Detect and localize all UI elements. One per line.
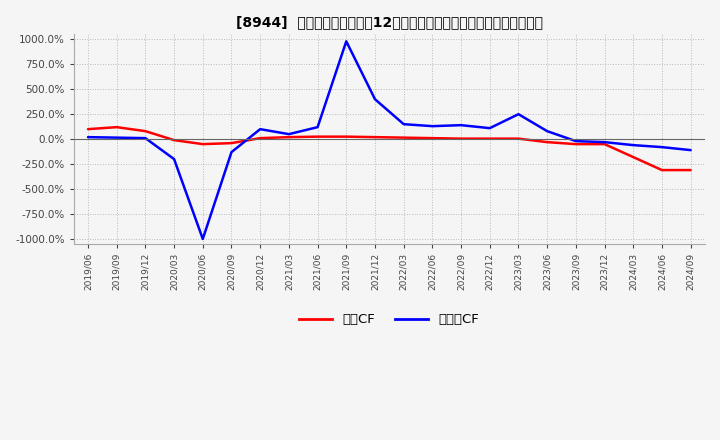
フリーCF: [256, 127, 264, 132]
フリーCF: [456, 122, 465, 128]
フリーCF: [400, 121, 408, 127]
営業CF: [228, 140, 236, 146]
フリーCF: [543, 128, 552, 134]
Legend: 営業CF, フリーCF: 営業CF, フリーCF: [294, 308, 485, 332]
フリーCF: [428, 124, 437, 129]
営業CF: [342, 134, 351, 139]
営業CF: [485, 136, 494, 141]
Line: フリーCF: フリーCF: [88, 41, 690, 239]
フリーCF: [572, 139, 580, 144]
営業CF: [371, 135, 379, 140]
フリーCF: [170, 157, 179, 162]
営業CF: [428, 136, 437, 141]
営業CF: [600, 142, 609, 147]
フリーCF: [112, 135, 121, 140]
営業CF: [199, 142, 207, 147]
フリーCF: [84, 135, 92, 140]
フリーCF: [657, 144, 666, 150]
営業CF: [543, 139, 552, 145]
営業CF: [284, 135, 293, 140]
営業CF: [572, 142, 580, 147]
営業CF: [313, 134, 322, 139]
営業CF: [629, 154, 638, 160]
営業CF: [456, 136, 465, 141]
フリーCF: [686, 147, 695, 153]
営業CF: [141, 128, 150, 134]
フリーCF: [485, 125, 494, 131]
フリーCF: [342, 39, 351, 44]
フリーCF: [371, 96, 379, 102]
営業CF: [84, 127, 92, 132]
フリーCF: [141, 136, 150, 141]
営業CF: [256, 136, 264, 141]
フリーCF: [514, 112, 523, 117]
営業CF: [686, 168, 695, 173]
フリーCF: [600, 139, 609, 145]
フリーCF: [313, 125, 322, 130]
フリーCF: [228, 150, 236, 155]
営業CF: [657, 168, 666, 173]
営業CF: [514, 136, 523, 141]
フリーCF: [284, 132, 293, 137]
フリーCF: [629, 143, 638, 148]
営業CF: [170, 137, 179, 143]
営業CF: [112, 125, 121, 130]
フリーCF: [199, 236, 207, 242]
Line: 営業CF: 営業CF: [88, 127, 690, 170]
Title: [8944]  キャッシュフローの12か月移動合計の対前年同期増減率の推移: [8944] キャッシュフローの12か月移動合計の対前年同期増減率の推移: [236, 15, 543, 29]
営業CF: [400, 135, 408, 140]
